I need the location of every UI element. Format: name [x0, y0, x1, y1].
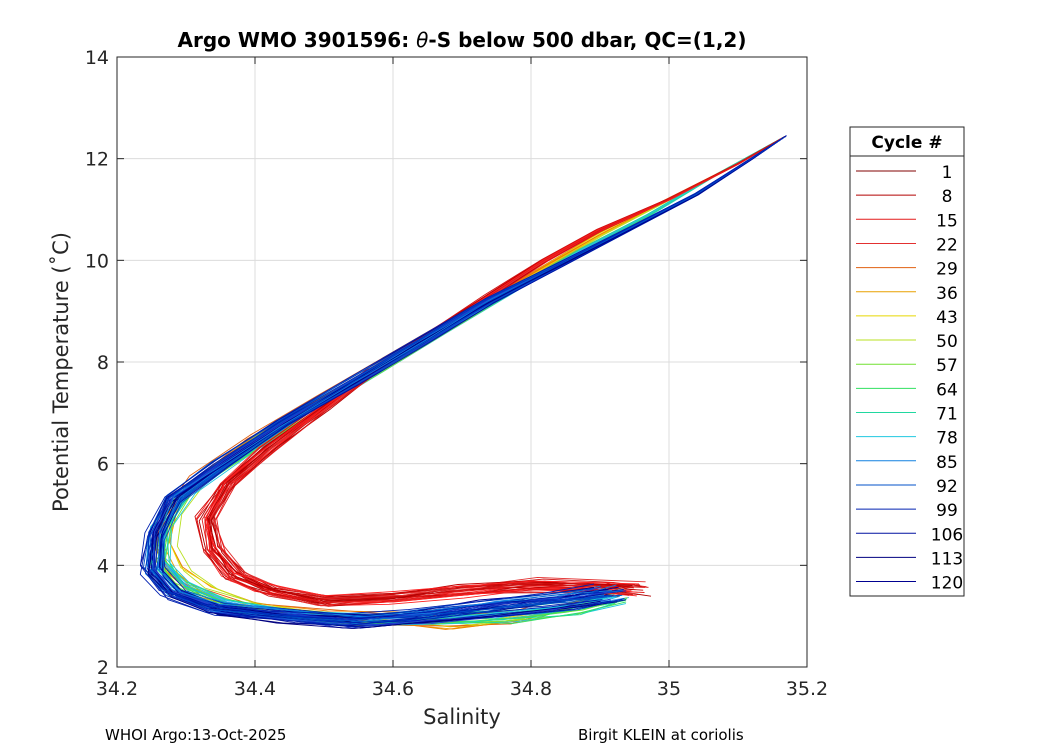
legend-label: 120 [931, 574, 963, 594]
y-tick-label: 4 [97, 555, 109, 577]
profile-line [147, 135, 787, 620]
y-tick-label: 12 [85, 149, 109, 171]
tick-layer: 34.2 34.4 34.6 34.8 35 35.2 2 4 6 8 10 12 14 [85, 47, 828, 700]
legend-label: 8 [942, 187, 953, 207]
legend-label: 92 [936, 477, 958, 497]
profile-line [204, 135, 787, 603]
y-axis-label: Potential Temperature (˚C) [49, 232, 73, 512]
legend-label: 43 [936, 308, 958, 328]
x-tick-label: 35.2 [786, 678, 828, 700]
chart-title-theta: θ [416, 28, 428, 52]
series-layer [139, 135, 787, 630]
legend-label: 106 [931, 525, 963, 545]
profile-line [139, 135, 787, 615]
legend-label: 85 [936, 453, 958, 473]
x-tick-label: 35 [657, 678, 681, 700]
legend-label: 36 [936, 284, 958, 304]
legend-label: 15 [936, 211, 958, 231]
footer-credit-right: Birgit KLEIN at coriolis [578, 726, 744, 744]
legend-label: 50 [936, 332, 958, 352]
x-tick-label: 34.4 [234, 678, 276, 700]
legend-label: 57 [936, 356, 958, 376]
legend-title: Cycle # [871, 133, 942, 153]
x-axis-label: Salinity [423, 705, 501, 729]
legend: Cycle # 18152229364350576471788592991061… [849, 126, 965, 597]
y-tick-label: 10 [85, 250, 109, 272]
y-tick-label: 8 [97, 352, 109, 374]
legend-label: 78 [936, 429, 958, 449]
legend-label: 64 [936, 380, 958, 400]
chart-title: Argo WMO 3901596: θ-S below 500 dbar, QC… [178, 28, 747, 52]
y-tick-label: 6 [97, 454, 109, 476]
legend-entries: 1 8 15 22 29 36 43 50 57 64 71 78 85 92 99 106 113 120 [856, 163, 963, 594]
chart-title-suffix: -S below 500 dbar, QC=(1,2) [428, 28, 746, 52]
legend-label: 1 [942, 163, 953, 183]
legend-label: 29 [936, 260, 958, 280]
x-tick-label: 34.6 [372, 678, 414, 700]
y-tick-label: 14 [85, 47, 109, 69]
legend-label: 113 [931, 549, 963, 569]
legend-label: 71 [936, 405, 958, 425]
profile-line [205, 135, 787, 597]
legend-box [849, 126, 965, 597]
profile-line [194, 135, 787, 602]
x-tick-label: 34.2 [96, 678, 138, 700]
legend-label: 99 [936, 501, 958, 521]
y-tick-label: 2 [97, 657, 109, 679]
x-tick-label: 34.8 [510, 678, 552, 700]
chart-title-prefix: Argo WMO 3901596: [178, 28, 417, 52]
profile-line [149, 135, 787, 622]
footer-credit-left: WHOI Argo:13-Oct-2025 [105, 726, 287, 744]
legend-label: 22 [936, 235, 958, 255]
profile-line [204, 135, 787, 603]
